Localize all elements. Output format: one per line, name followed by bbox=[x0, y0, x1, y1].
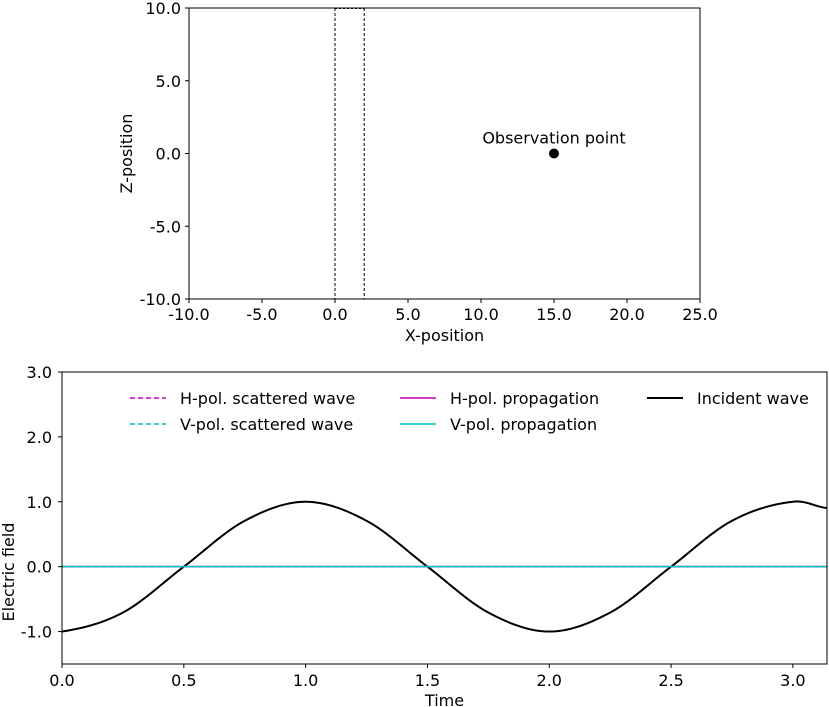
x-axis-label: Time bbox=[424, 691, 464, 707]
x-tick-label: 15.0 bbox=[536, 305, 572, 324]
y-tick-label: -5.0 bbox=[150, 217, 181, 236]
legend-label: Incident wave bbox=[697, 389, 809, 408]
x-tick-label: 0.0 bbox=[322, 305, 347, 324]
x-axis-label: X-position bbox=[405, 326, 484, 345]
x-tick-label: 2.0 bbox=[537, 671, 562, 690]
x-tick-label: 10.0 bbox=[463, 305, 499, 324]
legend-label: H-pol. scattered wave bbox=[180, 389, 355, 408]
x-tick-label: 0.5 bbox=[171, 671, 196, 690]
x-tick-label: 1.0 bbox=[293, 671, 318, 690]
y-tick-label: 3.0 bbox=[27, 363, 52, 382]
observation-point-marker bbox=[549, 148, 559, 159]
legend-label: H-pol. propagation bbox=[450, 389, 599, 408]
y-axis-label: Electric field bbox=[0, 523, 18, 622]
legend-label: V-pol. propagation bbox=[450, 415, 597, 434]
y-tick-label: 0.0 bbox=[156, 145, 181, 164]
x-tick-label: 3.0 bbox=[780, 671, 805, 690]
y-tick-label: 5.0 bbox=[156, 72, 181, 91]
plot-frame bbox=[61, 371, 828, 665]
x-tick-label: 5.0 bbox=[395, 305, 420, 324]
electric-field-chart: 0.0 0.5 1.0 1.5 2.0 2.5 3.0 -1.0 0.0 1.0 2.0 3.0 Tim… bbox=[0, 363, 828, 707]
plot-frame bbox=[188, 7, 701, 300]
y-tick-label: 10.0 bbox=[145, 0, 181, 18]
x-tick-label: 1.5 bbox=[415, 671, 440, 690]
x-tick-label: -5.0 bbox=[246, 305, 277, 324]
x-tick-label: 0.0 bbox=[49, 671, 74, 690]
x-tick-label: 25.0 bbox=[682, 305, 718, 324]
y-axis-label: Z-position bbox=[117, 114, 136, 194]
y-tick-label: -10.0 bbox=[140, 290, 181, 309]
position-chart: -10.0 -5.0 0.0 5.0 10.0 15.0 20.0 25.0 -10.0 -5.0… bbox=[117, 0, 718, 345]
series-line-incident-wave bbox=[61, 500, 828, 633]
legend-label: V-pol. scattered wave bbox=[180, 415, 353, 434]
y-tick-label: -1.0 bbox=[21, 623, 52, 642]
legend: H-pol. scattered wave V-pol. scattered wa… bbox=[130, 389, 809, 434]
y-tick-label: 1.0 bbox=[27, 493, 52, 512]
y-tick-label: 2.0 bbox=[27, 428, 52, 447]
x-tick-label: 2.5 bbox=[658, 671, 683, 690]
x-tick-label: -10.0 bbox=[168, 305, 209, 324]
y-tick-label: 0.0 bbox=[27, 558, 52, 577]
observation-point-label: Observation point bbox=[482, 129, 625, 148]
x-tick-label: 20.0 bbox=[609, 305, 645, 324]
